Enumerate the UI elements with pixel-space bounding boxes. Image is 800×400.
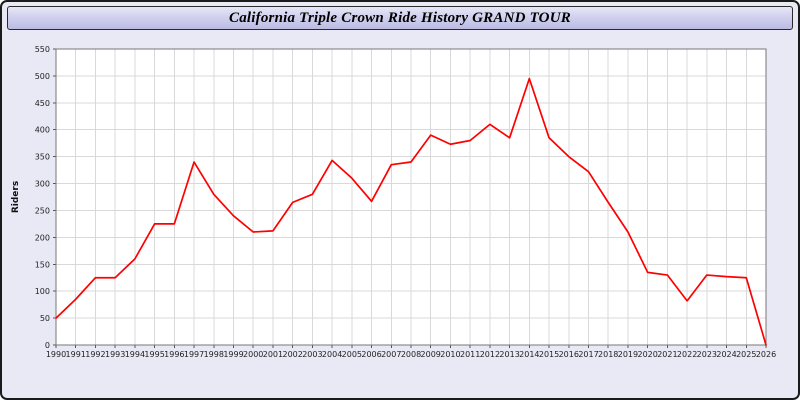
x-tick-label: 1991 [66,350,86,359]
chart-title: California Triple Crown Ride History GRA… [229,9,571,26]
x-tick-label: 2020 [637,350,657,359]
y-tick-label: 0 [45,341,50,350]
y-tick-label: 550 [35,45,50,54]
x-tick-label: 2008 [401,350,421,359]
y-tick-label: 500 [35,72,50,81]
y-tick-label: 50 [40,314,50,323]
x-tick-label: 2024 [716,350,736,359]
x-tick-label: 2015 [539,350,559,359]
y-tick-label: 200 [35,233,50,242]
y-tick-label: 350 [35,153,50,162]
x-tick-label: 1996 [164,350,184,359]
x-tick-label: 2006 [361,350,381,359]
x-tick-label: 2021 [657,350,677,359]
x-tick-label: 1994 [125,350,145,359]
x-tick-label: 2013 [499,350,519,359]
x-tick-label: 2016 [559,350,579,359]
x-tick-label: 2010 [440,350,460,359]
x-tick-label: 2018 [598,350,618,359]
x-tick-label: 2023 [697,350,717,359]
x-tick-label: 2007 [381,350,401,359]
x-tick-label: 1992 [85,350,105,359]
x-tick-label: 2005 [342,350,362,359]
x-tick-label: 1995 [144,350,164,359]
title-bar: California Triple Crown Ride History GRA… [7,6,793,30]
x-tick-label: 1990 [46,350,66,359]
x-tick-label: 2019 [618,350,638,359]
x-tick-label: 2000 [243,350,263,359]
x-tick-label: 1997 [184,350,204,359]
x-tick-label: 2009 [421,350,441,359]
y-tick-label: 400 [35,126,50,135]
chart-area: 0 50 100 150 200 250 300 350 400 450 500 550 1990 199… [2,33,798,398]
y-axis-title: Riders [11,181,21,213]
x-tick-label: 2014 [519,350,539,359]
x-tick-label: 2012 [480,350,500,359]
x-tick-label: 2025 [736,350,756,359]
x-tick-label: 2011 [460,350,480,359]
x-tick-label: 2002 [282,350,302,359]
x-tick-label: 2003 [302,350,322,359]
x-tick-label: 2017 [578,350,598,359]
x-tick-label: 1998 [204,350,224,359]
y-tick-label: 450 [35,99,50,108]
y-tick-label: 150 [35,260,50,269]
x-tick-label: 2022 [677,350,697,359]
x-tick-label: 1999 [223,350,243,359]
y-tick-label: 100 [35,287,50,296]
y-tick-label: 300 [35,180,50,189]
x-tick-label: 2001 [263,350,283,359]
x-tick-label: 2004 [322,350,342,359]
x-tick-label: 1993 [105,350,125,359]
riders-series-line [55,77,767,346]
x-tick-label: 2026 [756,350,776,359]
y-tick-label: 250 [35,206,50,215]
